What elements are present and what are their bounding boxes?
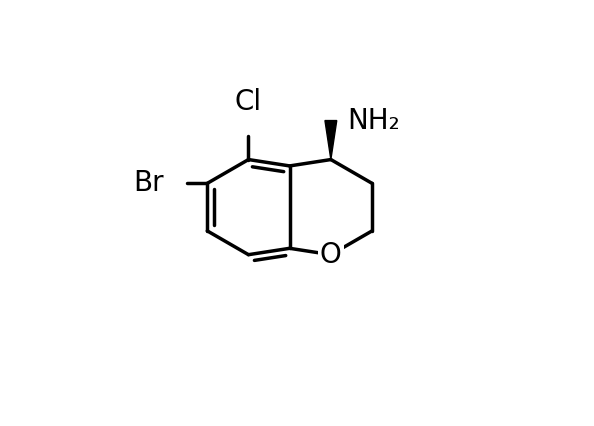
- Text: Br: Br: [133, 170, 163, 197]
- Text: O: O: [320, 241, 342, 269]
- Polygon shape: [325, 121, 337, 160]
- Text: NH₂: NH₂: [347, 106, 400, 135]
- Text: Cl: Cl: [235, 88, 262, 116]
